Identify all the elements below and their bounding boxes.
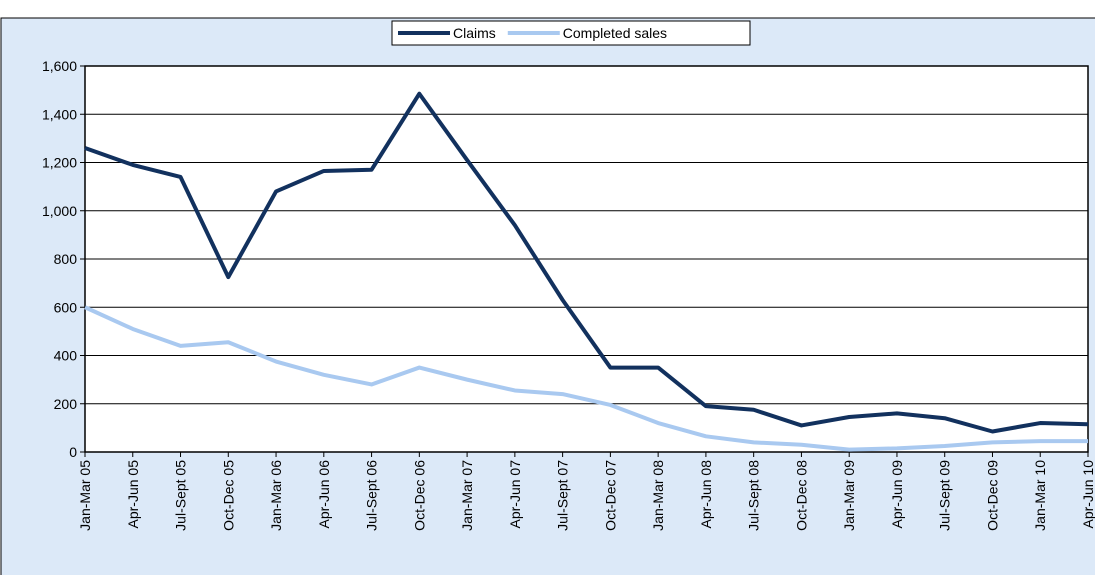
legend-label: Claims (453, 25, 496, 41)
y-tick-label: 1,000 (42, 203, 77, 219)
x-tick-label: Jul-Sept 06 (364, 460, 380, 531)
x-tick-label: Oct-Dec 09 (984, 460, 1000, 531)
x-tick-label: Apr-Jun 09 (889, 460, 905, 529)
x-tick-label: Jan-Mar 06 (268, 460, 284, 531)
x-tick-label: Jul-Sept 07 (555, 460, 571, 531)
y-tick-label: 400 (54, 348, 78, 364)
x-tick-label: Jan-Mar 08 (650, 460, 666, 531)
x-tick-label: Apr-Jun 10 (1080, 460, 1095, 529)
x-tick-label: Oct-Dec 08 (793, 460, 809, 531)
x-tick-label: Jan-Mar 09 (841, 460, 857, 531)
x-tick-label: Oct-Dec 05 (220, 460, 236, 531)
x-tick-label: Apr-Jun 08 (698, 460, 714, 529)
y-tick-label: 200 (54, 396, 78, 412)
x-tick-label: Apr-Jun 05 (125, 460, 141, 529)
legend: Claims Completed sales (391, 20, 751, 46)
x-tick-label: Jan-Mar 05 (77, 460, 93, 531)
y-tick-label: 0 (69, 444, 77, 460)
series-line (84, 91, 1089, 434)
x-tick-label: Oct-Dec 07 (602, 460, 618, 531)
y-tick-label: 1,200 (42, 155, 77, 171)
x-tick-label: Apr-Jun 06 (316, 460, 332, 529)
y-tick-label: 1,600 (42, 58, 77, 74)
series-line (84, 305, 1088, 452)
y-tick-label: 1,400 (42, 106, 77, 122)
x-tick-label: Oct-Dec 06 (411, 460, 427, 531)
y-tick-label: 800 (54, 251, 78, 267)
x-tick-label: Jul-Sept 09 (937, 460, 953, 531)
x-tick-label: Jul-Sept 08 (746, 460, 762, 531)
x-tick-label: Apr-Jun 07 (507, 460, 523, 529)
x-tick-label: Jan-Mar 07 (459, 460, 475, 531)
x-tick-label: Jul-Sept 05 (173, 460, 189, 531)
y-tick-label: 600 (54, 299, 78, 315)
x-tick-label: Jan-Mar 10 (1032, 460, 1048, 531)
legend-label: Completed sales (563, 25, 667, 41)
legend-box (391, 20, 751, 46)
